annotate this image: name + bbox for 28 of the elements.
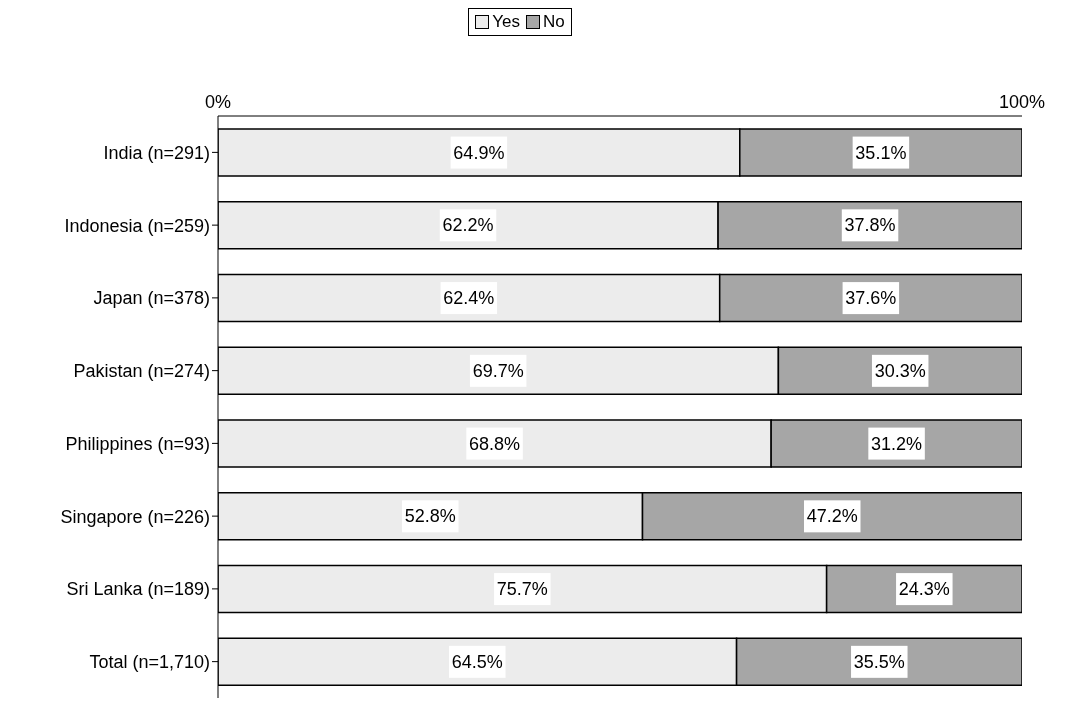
data-label: 75.7%: [496, 579, 548, 600]
y-tick-label: Indonesia (n=259): [64, 215, 210, 236]
y-tick-label: Singapore (n=226): [60, 506, 210, 527]
data-label: 68.8%: [469, 433, 521, 454]
y-tick-label: Philippines (n=93): [65, 433, 210, 454]
y-tick-label: India (n=291): [103, 142, 210, 163]
x-tick-label: 0%: [204, 92, 232, 112]
data-label: 37.8%: [844, 215, 896, 236]
data-label: 64.9%: [453, 142, 505, 163]
data-label: 64.5%: [451, 651, 503, 672]
legend-label: No: [542, 12, 565, 32]
data-label: 35.1%: [855, 142, 907, 163]
y-tick-label: Sri Lanka (n=189): [66, 579, 210, 600]
y-tick-label: Japan (n=378): [93, 288, 210, 309]
data-label: 35.5%: [853, 651, 905, 672]
data-label: 31.2%: [871, 433, 923, 454]
data-label: 62.2%: [442, 215, 494, 236]
data-label: 24.3%: [898, 579, 950, 600]
data-label: 37.6%: [845, 288, 897, 309]
data-label: 52.8%: [404, 506, 456, 527]
data-label: 69.7%: [472, 360, 524, 381]
data-label: 47.2%: [806, 506, 858, 527]
x-tick-label: 100%: [998, 92, 1046, 112]
y-tick-label: Total (n=1,710): [89, 652, 210, 673]
data-label: 62.4%: [443, 288, 495, 309]
data-label: 30.3%: [874, 360, 926, 381]
y-tick-label: Pakistan (n=274): [73, 361, 210, 382]
legend-label: Yes: [491, 12, 520, 32]
